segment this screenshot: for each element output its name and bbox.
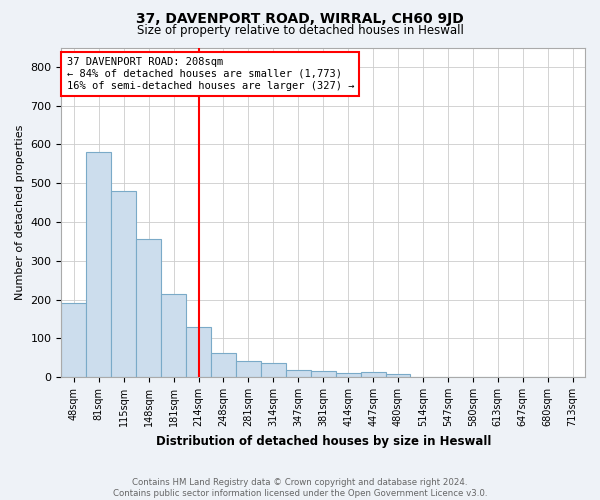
Bar: [61, 304, 86, 377]
Bar: [286, 370, 311, 377]
Text: 37 DAVENPORT ROAD: 208sqm
← 84% of detached houses are smaller (1,773)
16% of se: 37 DAVENPORT ROAD: 208sqm ← 84% of detac…: [67, 58, 354, 90]
Bar: [86, 152, 111, 377]
X-axis label: Distribution of detached houses by size in Heswall: Distribution of detached houses by size …: [155, 434, 491, 448]
Bar: [386, 374, 410, 377]
Bar: [136, 240, 161, 377]
Text: Contains HM Land Registry data © Crown copyright and database right 2024.
Contai: Contains HM Land Registry data © Crown c…: [113, 478, 487, 498]
Bar: [361, 372, 386, 377]
Text: 37, DAVENPORT ROAD, WIRRAL, CH60 9JD: 37, DAVENPORT ROAD, WIRRAL, CH60 9JD: [136, 12, 464, 26]
Bar: [211, 352, 236, 377]
Text: Size of property relative to detached houses in Heswall: Size of property relative to detached ho…: [137, 24, 463, 37]
Bar: [111, 191, 136, 377]
Bar: [335, 373, 361, 377]
Y-axis label: Number of detached properties: Number of detached properties: [15, 124, 25, 300]
Bar: [236, 361, 261, 377]
Bar: [311, 371, 335, 377]
Bar: [261, 364, 286, 377]
Bar: [161, 294, 186, 377]
Bar: [186, 326, 211, 377]
